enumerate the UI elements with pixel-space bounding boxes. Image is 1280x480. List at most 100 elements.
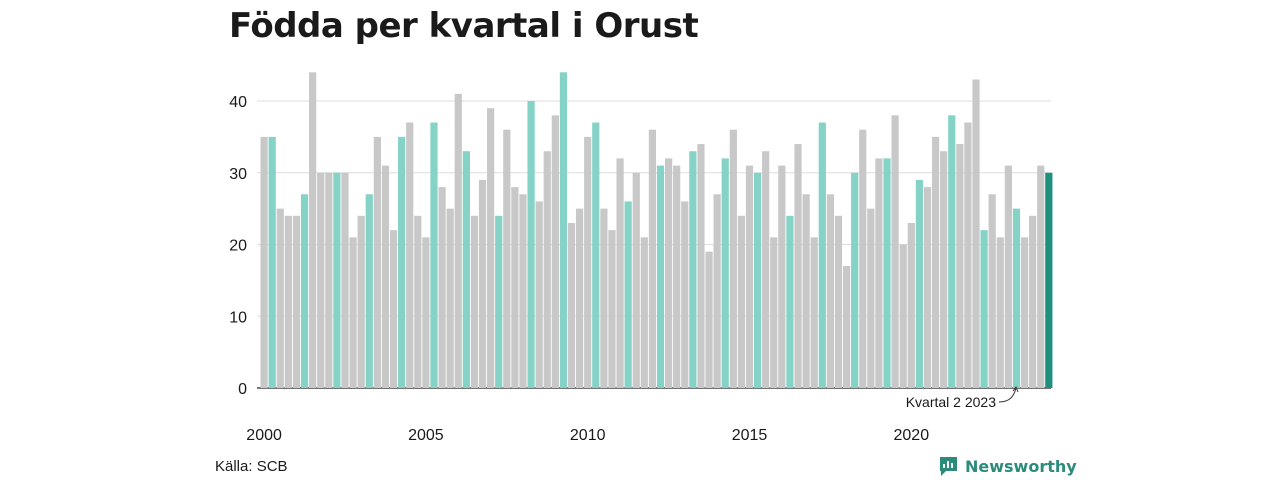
bar — [956, 144, 964, 388]
bar — [543, 151, 551, 388]
bar — [729, 129, 737, 388]
bar — [535, 201, 543, 388]
annotation: Kvartal 2 2023 — [906, 385, 1019, 410]
newsworthy-logo-icon — [940, 457, 957, 476]
bar — [333, 172, 341, 388]
bar — [551, 115, 559, 388]
bar — [640, 237, 648, 388]
bar — [794, 144, 802, 388]
bar — [891, 115, 899, 388]
annotation-arrow — [998, 387, 1017, 403]
bar — [309, 72, 317, 389]
bar — [721, 158, 729, 388]
bar — [980, 230, 988, 388]
bar — [875, 158, 883, 388]
bar — [365, 194, 373, 388]
bar — [923, 187, 932, 388]
brand-name: Newsworthy — [965, 457, 1077, 476]
bar — [446, 208, 454, 389]
brand-logo: Newsworthy — [938, 456, 1077, 477]
bar — [697, 144, 705, 388]
bar — [624, 201, 632, 388]
bar — [826, 194, 834, 388]
bar — [276, 208, 284, 389]
bar — [818, 122, 826, 388]
bar — [834, 215, 843, 388]
bar — [859, 129, 867, 388]
bar — [422, 237, 430, 388]
bar — [713, 194, 721, 388]
bar — [600, 208, 608, 389]
bar — [284, 215, 292, 388]
bar — [454, 93, 462, 388]
x-axis-ticks: 2000 2005 2010 2015 2020 — [246, 427, 929, 444]
x-tick-label: 2005 — [408, 427, 444, 444]
bar — [1020, 237, 1029, 388]
x-tick-label: 2015 — [732, 427, 768, 444]
bar — [414, 215, 422, 388]
bar — [907, 222, 915, 388]
bar — [753, 172, 762, 388]
bar — [810, 237, 818, 388]
bar — [762, 151, 770, 388]
bar — [487, 108, 495, 389]
bar — [349, 237, 357, 388]
bar — [406, 122, 414, 388]
bar — [584, 136, 592, 389]
x-tick-label: 2020 — [894, 427, 930, 444]
bar — [567, 222, 576, 388]
annotation-label: Kvartal 2 2023 — [906, 394, 996, 410]
bar — [317, 172, 325, 388]
y-tick-label: 40 — [229, 94, 247, 111]
y-tick-label: 30 — [229, 166, 247, 183]
bar — [503, 129, 511, 388]
bar — [940, 151, 948, 388]
bar — [389, 230, 398, 388]
bar — [745, 165, 754, 388]
bar — [325, 172, 333, 388]
bar — [495, 215, 503, 388]
y-axis-ticks: 0 10 20 30 40 — [229, 94, 247, 398]
bar — [1037, 165, 1045, 388]
bars — [260, 72, 1053, 389]
x-tick-label: 2010 — [570, 427, 606, 444]
bar — [964, 122, 972, 388]
y-tick-label: 0 — [238, 381, 247, 398]
bar — [988, 194, 996, 388]
bar — [1012, 208, 1021, 389]
bar — [300, 194, 309, 388]
bar — [559, 72, 568, 389]
bar — [689, 151, 697, 388]
y-tick-label: 10 — [229, 309, 247, 326]
source-label: Källa: SCB — [215, 458, 288, 475]
bar — [915, 179, 923, 388]
bar — [632, 172, 640, 388]
bar — [616, 158, 624, 388]
bar — [527, 101, 535, 388]
bar — [931, 136, 940, 389]
bar — [592, 122, 600, 388]
bar — [681, 201, 689, 388]
bar — [511, 187, 519, 388]
bar — [705, 251, 713, 388]
bar — [268, 136, 276, 389]
bar — [341, 172, 349, 388]
bar — [1045, 172, 1053, 388]
bar — [438, 187, 446, 388]
bar — [478, 179, 487, 388]
bar — [648, 129, 657, 388]
bar — [430, 122, 438, 388]
bar — [802, 194, 810, 388]
bar — [867, 208, 875, 389]
bar — [292, 215, 301, 388]
bar — [883, 158, 891, 388]
bar — [398, 136, 406, 389]
chart-title: Födda per kvartal i Orust — [229, 6, 699, 46]
bar — [948, 115, 956, 388]
bar — [972, 79, 980, 388]
bar — [576, 208, 584, 389]
bar — [608, 230, 616, 388]
bar — [260, 136, 268, 389]
bar — [373, 136, 381, 389]
y-tick-label: 20 — [229, 238, 247, 255]
